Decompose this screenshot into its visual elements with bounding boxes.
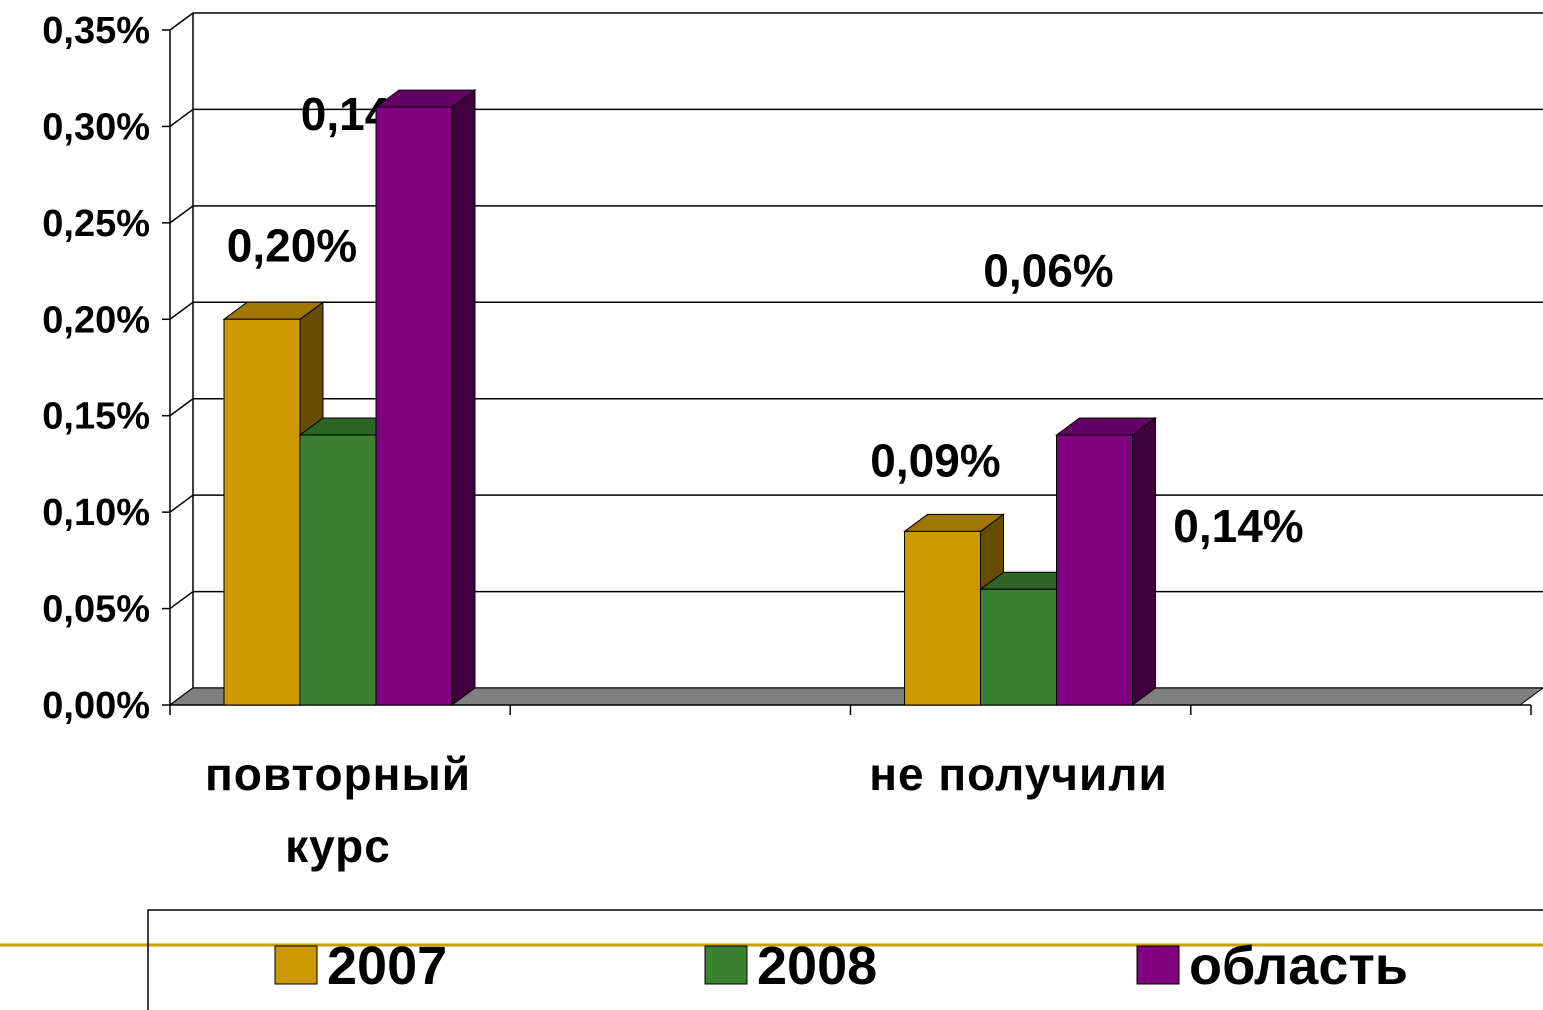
y-tick-label: 0,15% [42, 396, 150, 438]
legend-label: 2008 [757, 936, 877, 996]
y-tick-label: 0,35% [42, 10, 150, 52]
grid-line [169, 301, 1543, 320]
y-tick-label: 0,05% [42, 589, 150, 631]
data-label: 0,09% [870, 434, 1000, 486]
grid-line [169, 12, 1543, 31]
bar [375, 106, 453, 706]
legend-label: область [1189, 936, 1408, 996]
legend-label: 2007 [327, 936, 447, 996]
legend-swatch [274, 945, 318, 985]
data-label: 0,14% [1173, 500, 1303, 552]
bar [904, 530, 981, 706]
y-tick-label: 0,10% [42, 492, 150, 534]
data-label: 0,20% [227, 219, 357, 271]
x-tick-label: не получили [869, 748, 1168, 800]
bar [980, 588, 1057, 706]
bar-side [451, 89, 476, 706]
y-tick-label: 0,00% [42, 685, 150, 727]
y-tick-label: 0,20% [42, 299, 150, 341]
bar [1056, 434, 1133, 706]
y-tick-label: 0,25% [42, 203, 150, 245]
legend-swatch [1136, 945, 1180, 985]
bar-side [1132, 417, 1156, 706]
x-tick-label: повторный курс [204, 748, 472, 872]
grid-line [169, 205, 1543, 224]
legend-swatch [704, 945, 748, 985]
legend-box [147, 909, 1543, 1010]
y-tick-label: 0,30% [42, 106, 150, 148]
data-label: 0,06% [983, 244, 1113, 296]
grid-line [169, 108, 1543, 128]
bar [223, 318, 301, 706]
bar [299, 434, 377, 706]
grid-line [169, 397, 1543, 417]
